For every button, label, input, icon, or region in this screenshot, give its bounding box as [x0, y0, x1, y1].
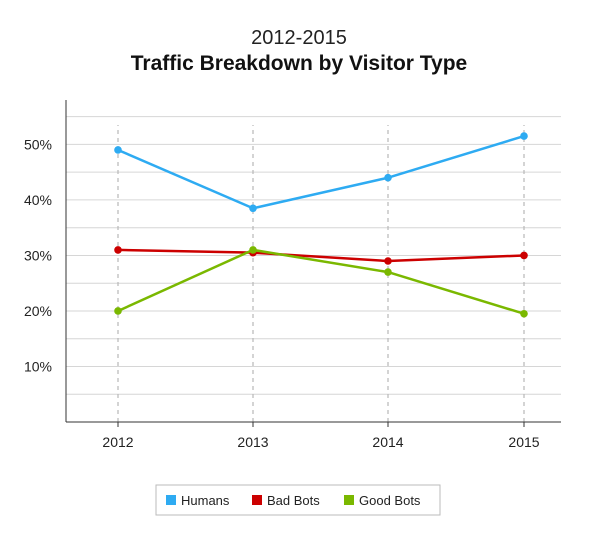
series-line-good-bots — [117, 248, 525, 315]
data-point-humans — [249, 204, 257, 213]
x-axis-ticks: 2012 2013 2014 2015 — [102, 422, 540, 450]
legend-swatch-humans — [166, 495, 176, 505]
category-guides — [117, 125, 525, 422]
series-group — [114, 132, 528, 318]
data-point-bad-bots — [114, 246, 122, 254]
data-point-good-bots — [520, 309, 528, 318]
legend-label-good-bots: Good Bots — [359, 493, 421, 508]
chart-subtitle: 2012-2015 — [251, 27, 347, 49]
data-point-bad-bots — [520, 251, 528, 260]
legend-swatch-bad-bots — [252, 495, 262, 505]
data-point-good-bots — [384, 268, 392, 276]
data-point-bad-bots — [384, 257, 392, 265]
y-axis-ticks: 10% 20% 30% 40% 50% — [24, 136, 52, 374]
legend-label-humans: Humans — [181, 493, 230, 508]
x-tick-label: 2015 — [508, 434, 539, 450]
series-line-bad-bots — [117, 248, 525, 263]
data-point-humans — [114, 146, 122, 154]
data-point-humans — [520, 132, 528, 140]
data-point-good-bots — [114, 307, 122, 315]
legend: Humans Bad Bots Good Bots — [155, 484, 441, 516]
y-tick-label: 50% — [24, 136, 52, 152]
chart-title: Traffic Breakdown by Visitor Type — [131, 52, 467, 75]
legend-swatch-good-bots — [344, 495, 354, 505]
y-tick-label: 40% — [24, 192, 52, 208]
legend-box — [155, 484, 441, 516]
data-point-humans — [384, 173, 392, 182]
x-tick-label: 2014 — [372, 434, 403, 450]
x-tick-label: 2012 — [102, 434, 133, 450]
axes — [65, 100, 561, 423]
y-tick-label: 20% — [24, 303, 52, 319]
x-tick-label: 2013 — [237, 434, 268, 450]
data-point-good-bots — [249, 246, 257, 254]
series-line-humans — [117, 134, 525, 210]
y-tick-label: 30% — [24, 247, 52, 263]
y-tick-label: 10% — [24, 358, 52, 374]
legend-label-bad-bots: Bad Bots — [267, 493, 320, 508]
